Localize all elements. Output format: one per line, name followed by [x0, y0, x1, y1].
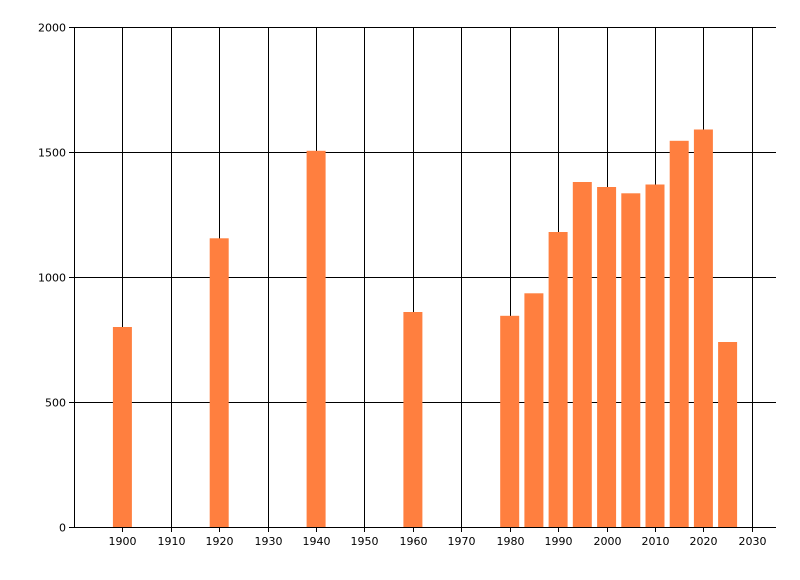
y-tick-label: 0 — [59, 522, 66, 535]
bar-2025 — [718, 342, 738, 527]
x-tick-label: 1930 — [255, 535, 283, 548]
bar-1960 — [403, 312, 423, 527]
bar-1990 — [548, 232, 568, 527]
y-tick-label: 500 — [45, 397, 66, 410]
x-tick-label: 1990 — [545, 535, 573, 548]
bar-1940 — [306, 150, 326, 528]
tick-labels: 0 500 1000 1500 2000 1900 1910 1920 1930 1940 1950… — [38, 22, 767, 549]
axes — [69, 27, 776, 532]
bar-2020 — [693, 129, 713, 527]
x-tick-label: 2010 — [642, 535, 670, 548]
bar-2015 — [669, 140, 689, 528]
x-tick-label: 2020 — [690, 535, 718, 548]
x-tick-label: 1940 — [303, 535, 331, 548]
bar-1980 — [500, 315, 520, 528]
y-tick-label: 1500 — [38, 147, 66, 160]
bar-1920 — [209, 238, 229, 528]
x-tick-label: 1960 — [400, 535, 428, 548]
x-tick-label: 1900 — [109, 535, 137, 548]
x-tick-label: 1920 — [206, 535, 234, 548]
y-tick-label: 2000 — [38, 22, 66, 35]
bar-2005 — [621, 193, 641, 528]
bar-1985 — [524, 293, 544, 528]
x-tick-label: 1970 — [448, 535, 476, 548]
x-tick-label: 2000 — [594, 535, 622, 548]
x-tick-label: 1980 — [497, 535, 525, 548]
x-tick-label: 1910 — [158, 535, 186, 548]
bar-2010 — [645, 184, 665, 527]
bar-1900 — [112, 327, 132, 527]
y-tick-label: 1000 — [38, 272, 66, 285]
bar-2000 — [597, 187, 617, 527]
x-tick-label: 2030 — [739, 535, 767, 548]
bars — [112, 129, 738, 528]
bar-1995 — [572, 182, 592, 527]
x-tick-label: 1950 — [351, 535, 379, 548]
